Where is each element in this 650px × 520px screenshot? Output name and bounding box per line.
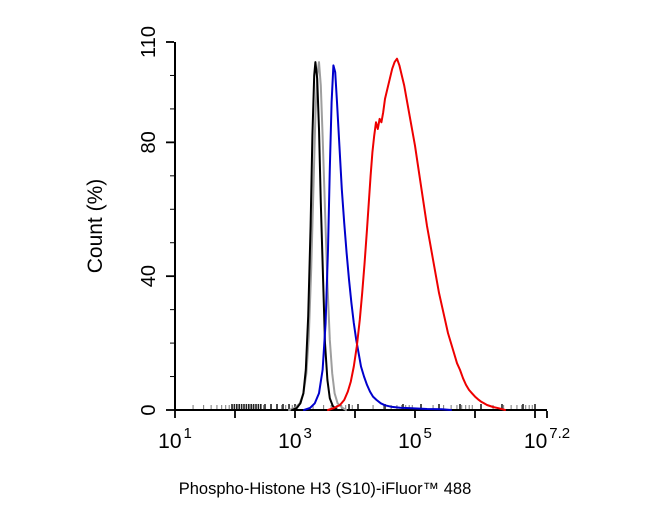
x-axis-title: Phospho-Histone H3 (S10)-iFluor™ 488 (179, 480, 472, 498)
y-axis-title: Count (%) (84, 179, 107, 274)
y-tick-label: 0 (138, 404, 160, 415)
x-tick-label: 10 1 (158, 425, 192, 453)
curve-blue (303, 64, 452, 411)
curve-black (291, 61, 338, 411)
y-tick-label: 110 (138, 26, 160, 58)
curve-red (327, 57, 506, 411)
y-tick-label: 80 (138, 131, 160, 153)
x-tick-label: 10 5 (398, 425, 432, 453)
y-tick-label: 40 (138, 265, 160, 287)
x-tick-label: 10 3 (278, 425, 312, 453)
x-tick-label: 10 7.2 (524, 425, 570, 453)
